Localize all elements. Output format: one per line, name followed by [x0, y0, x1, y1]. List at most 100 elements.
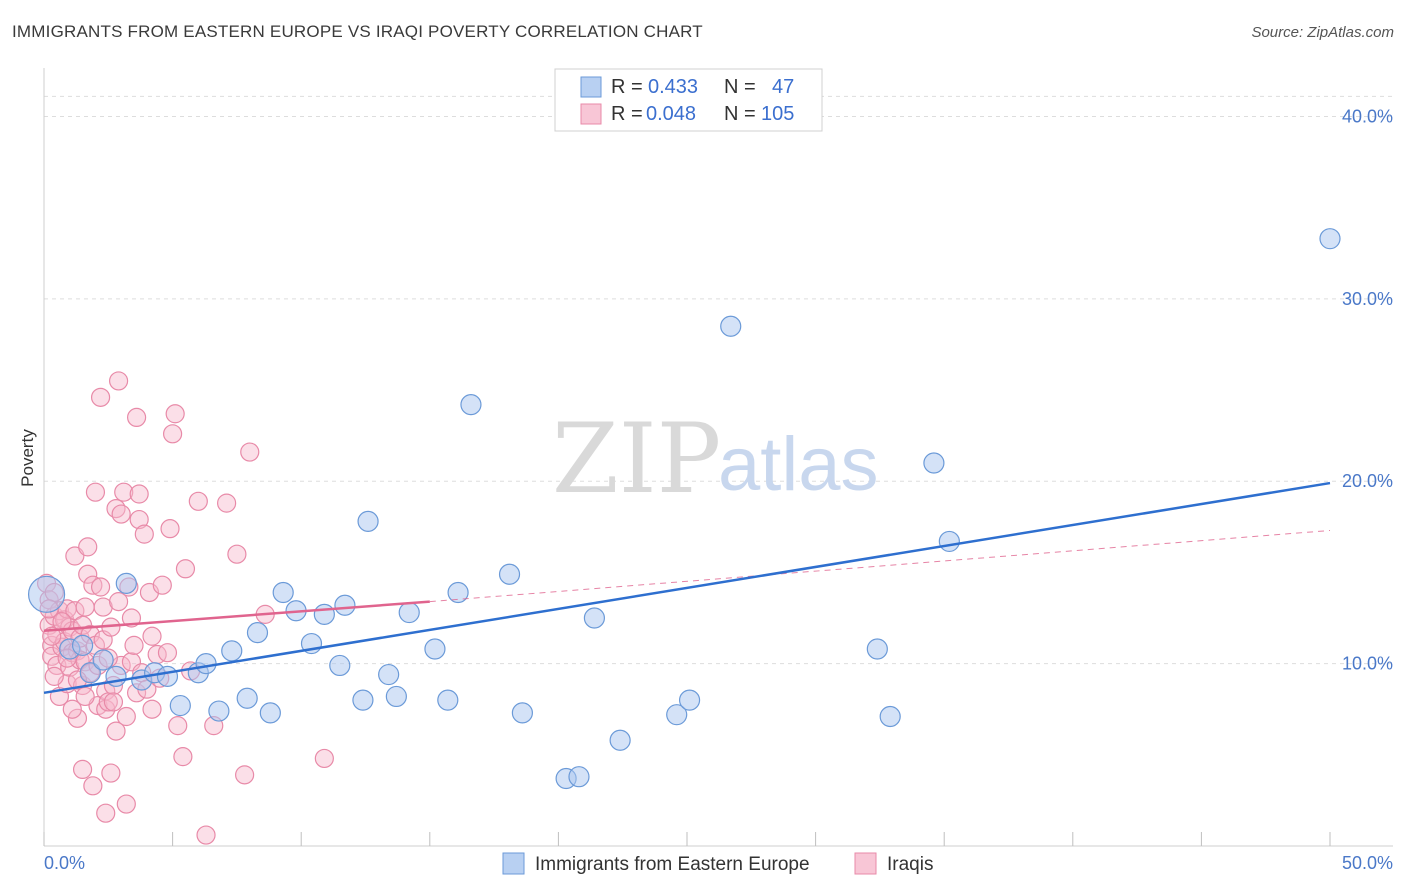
eastern-europe-trend-line [43, 481, 1331, 695]
iraqis-point-72 [142, 699, 162, 719]
iraqis-point-53 [106, 498, 126, 519]
eastern-europe-point-3 [79, 662, 101, 684]
iraqis-point-56 [111, 504, 131, 524]
iraqis-point-50 [101, 763, 121, 783]
legend-r-label-1: R = [611, 76, 643, 98]
y-tick-label-10: 10.0% [1342, 654, 1393, 674]
eastern-europe-point-40 [678, 689, 701, 711]
iraqis-point-77 [160, 519, 180, 539]
eastern-europe-point-32 [460, 394, 482, 416]
legend-n-value-2: 105 [761, 103, 794, 125]
y-tick-label-20: 20.0% [1342, 471, 1393, 491]
y-tick-labels: 10.0% 20.0% 30.0% 40.0% [1342, 106, 1393, 673]
iraqis-point-86 [217, 493, 237, 513]
eastern-europe-point-15 [236, 687, 258, 709]
axes [43, 68, 1393, 847]
eastern-europe-point-42 [866, 638, 888, 660]
iraqis-point-76 [157, 643, 178, 663]
bottom-legend-swatch-pink [854, 852, 877, 875]
iraqis-point-83 [188, 491, 208, 511]
eastern-europe-point-36 [568, 766, 590, 788]
iraqis-point-29 [75, 597, 95, 617]
eastern-europe-point-21 [313, 603, 335, 625]
eastern-europe-point-13 [208, 700, 230, 722]
eastern-europe-point-0 [27, 575, 66, 613]
watermark: ZIP atlas [552, 403, 879, 515]
eastern-europe-point-16 [246, 622, 269, 644]
iraqis-point-81 [173, 747, 193, 767]
iraqis-point-54 [106, 721, 126, 741]
y-tick-label-30: 30.0% [1342, 289, 1393, 309]
chart-source: Source: ZipAtlas.com [1251, 24, 1394, 41]
iraqis-point-87 [227, 544, 247, 564]
eastern-europe-point-14 [221, 640, 243, 662]
trend-lines [43, 481, 1331, 695]
legend-r-value-1: 0.433 [648, 76, 698, 98]
legend-n-value-1: 47 [772, 76, 794, 98]
legend-r-label-2: R = [611, 103, 643, 125]
eastern-europe-point-31 [447, 581, 469, 604]
iraqis-point-47 [96, 803, 116, 823]
iraqis-point-58 [114, 482, 134, 502]
legend-swatch-blue [580, 76, 602, 98]
iraqis-point-41 [90, 577, 111, 597]
iraqis-point-82 [175, 559, 196, 579]
x-axis-ticks [43, 832, 1331, 846]
iraqis-point-35 [83, 575, 103, 595]
iraqis-point-36 [83, 776, 103, 796]
legend-swatch-pink [580, 103, 602, 125]
legend-n-label-2: N = [724, 103, 756, 125]
iraqis-point-88 [235, 765, 255, 785]
iraqis-trend-line [43, 600, 430, 633]
iraqis-point-69 [134, 524, 154, 544]
eastern-europe-point-12 [195, 653, 217, 675]
iraqis-point-32 [78, 537, 98, 557]
eastern-europe-point-44 [923, 452, 945, 474]
legend-box: R = 0.433 N = 47 R = 0.048 N = 105 [554, 68, 823, 132]
bottom-legend-label-pink: Iraqis [887, 854, 933, 875]
eastern-europe-point-22 [329, 654, 351, 677]
legend-n-label-1: N = [724, 76, 756, 98]
iraqis-point-28 [72, 759, 93, 780]
eastern-europe-point-28 [398, 601, 420, 624]
eastern-europe-point-45 [938, 530, 960, 553]
y-axis-label: Poverty [18, 429, 37, 487]
iraqis-point-31 [78, 564, 98, 584]
iraqis-point-22 [67, 708, 88, 728]
eastern-europe-point-29 [424, 638, 446, 660]
iraqis-point-89 [240, 442, 260, 462]
iraqis-point-91 [314, 748, 334, 769]
eastern-europe-point-26 [378, 663, 400, 686]
eastern-europe-point-25 [357, 510, 379, 532]
iraqis-point-98 [142, 626, 162, 646]
eastern-europe-point-38 [609, 729, 631, 751]
iraqis-point-79 [165, 404, 185, 424]
eastern-europe-points [27, 228, 1341, 790]
iraqis-point-93 [44, 666, 64, 686]
iraqis-trend-extension [429, 529, 1331, 603]
eastern-europe-point-27 [385, 685, 407, 708]
iraqis-point-80 [168, 716, 188, 736]
iraqis-point-84 [196, 825, 216, 845]
eastern-europe-point-39 [666, 704, 688, 726]
iraqis-point-67 [129, 509, 149, 530]
iraqis-point-65 [126, 407, 147, 428]
iraqis-point-78 [163, 424, 183, 444]
iraqis-point-63 [124, 635, 144, 655]
iraqis-point-101 [108, 592, 129, 612]
bottom-legend: Immigrants from Eastern Europe Iraqis [502, 852, 933, 875]
eastern-europe-point-41 [720, 315, 742, 337]
eastern-europe-point-4 [92, 649, 114, 671]
iraqis-point-55 [108, 371, 129, 391]
watermark-atlas: atlas [718, 422, 879, 507]
eastern-europe-point-10 [169, 694, 191, 717]
eastern-europe-point-33 [498, 563, 521, 585]
bottom-legend-swatch-blue [502, 852, 525, 875]
eastern-europe-point-34 [511, 702, 533, 724]
legend-r-value-2: 0.048 [646, 103, 696, 125]
chart-title: IMMIGRANTS FROM EASTERN EUROPE VS IRAQI … [12, 22, 703, 41]
iraqis-point-37 [85, 482, 106, 502]
iraqis-point-75 [152, 575, 172, 595]
iraqis-point-100 [75, 686, 95, 707]
eastern-europe-point-23 [334, 594, 356, 616]
